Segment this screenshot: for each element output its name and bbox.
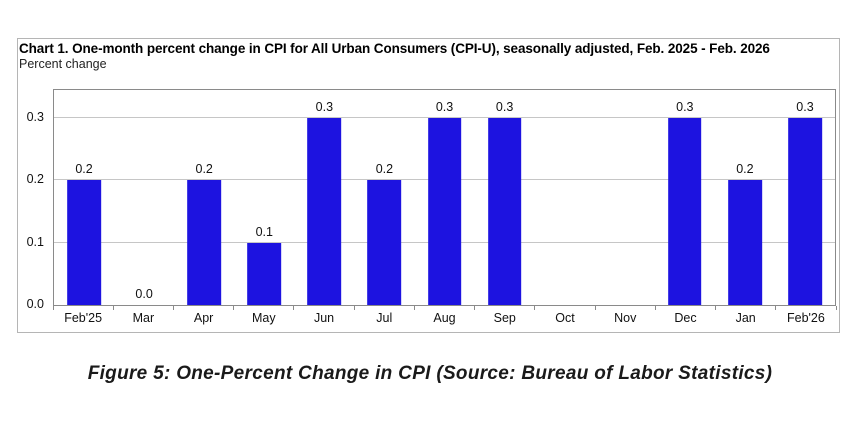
x-axis-tick-label: Jan (735, 311, 756, 325)
x-axis-tick-label: Jul (376, 311, 393, 325)
x-axis-tick-label: Sep (493, 311, 516, 325)
axis-tick (293, 306, 295, 310)
bar-value-label: 0.0 (135, 287, 153, 301)
bar-value-label: 0.3 (495, 100, 514, 115)
axis-tick (775, 306, 777, 310)
x-axis-tick-label: Feb'25 (64, 311, 103, 325)
bar-slot (535, 90, 595, 305)
bar-slot: 0.2 (354, 90, 414, 305)
bar (307, 118, 342, 305)
y-axis: 0.0 0.1 0.2 0.3 (14, 90, 48, 311)
x-axis-tick-label: Apr (193, 311, 214, 325)
x-axis-tick-label: Jun (313, 311, 335, 325)
x-axis: Feb'25 Mar Apr May Jun Jul Aug Sep Oct Nov Dec Jan F… (52, 306, 837, 332)
bar-slot: 0.3 (414, 90, 474, 305)
bar-slot: 0.1 (234, 90, 294, 305)
y-axis-tick-label: 0.0 (26, 297, 44, 311)
bar-slot: 0.3 (475, 90, 535, 305)
bar-value-label: 0.2 (195, 162, 213, 177)
bar-slot: 0.3 (655, 90, 715, 305)
bar-value-label: 0.3 (435, 100, 454, 115)
y-axis-tick-label: 0.2 (26, 172, 44, 187)
x-axis-tick-label: Feb'26 (787, 311, 825, 325)
axis-tick (112, 306, 114, 310)
y-axis-tick-label: 0.1 (26, 234, 44, 249)
bar (367, 180, 402, 305)
chart-title: Chart 1. One-month percent change in CPI… (19, 41, 770, 56)
bar (67, 180, 101, 305)
x-axis-tick-label: May (252, 311, 276, 325)
bar (247, 242, 282, 305)
axis-tick (534, 306, 536, 310)
bar-slot: 0.2 (715, 90, 775, 305)
bar-slot: 0.3 (775, 90, 835, 305)
bar-slot (595, 90, 655, 305)
x-labels: Feb'25 Mar Apr May Jun Jul Aug Sep Oct Nov Dec Jan F… (53, 306, 836, 332)
axis-tick (474, 306, 476, 310)
plot-area: 0.0 0.1 0.2 0.3 0.2 0.0 0.2 0.1 0.3 0.2 0.3 0.3 0.3… (27, 89, 836, 311)
bar-slot: 0.3 (294, 90, 354, 305)
cpi-chart: Chart 1. One-month percent change in CPI… (17, 38, 840, 333)
bar-slot: 0.2 (54, 90, 114, 305)
bar (728, 180, 762, 305)
x-axis-tick-label: Dec (674, 311, 697, 325)
axis-tick (594, 306, 596, 310)
bar (667, 118, 702, 305)
axis-tick (835, 306, 837, 310)
axis-tick (172, 306, 174, 310)
bars-row: 0.2 0.0 0.2 0.1 0.3 0.2 0.3 0.3 0.3 0.2 0.3 (54, 90, 835, 305)
bar-value-label: 0.1 (255, 224, 273, 239)
bar-slot: 0.2 (174, 90, 234, 305)
bar (487, 118, 522, 305)
axis-tick (353, 306, 355, 310)
axis-tick (654, 306, 656, 310)
figure-caption: Figure 5: One-Percent Change in CPI (Sou… (87, 363, 773, 384)
axis-tick (233, 306, 235, 310)
x-axis-tick-label: Aug (433, 311, 456, 325)
axis-tick (413, 306, 415, 310)
bar-slot: 0.0 (114, 90, 174, 305)
bar-value-label: 0.2 (375, 162, 394, 177)
bar-value-label: 0.3 (315, 100, 334, 115)
x-axis-tick-label: Oct (555, 311, 575, 325)
gridline (54, 117, 835, 119)
y-axis-tick-label: 0.3 (26, 110, 44, 125)
axis-tick (52, 306, 54, 310)
bar (788, 118, 822, 305)
chart-y-axis-title: Percent change (19, 57, 107, 71)
bar-value-label: 0.2 (736, 162, 754, 177)
x-axis-tick-label: Nov (614, 311, 637, 325)
x-axis-tick-label: Mar (132, 311, 155, 325)
bar-value-label: 0.3 (676, 100, 694, 115)
axis-tick (715, 306, 717, 310)
bar-value-label: 0.2 (75, 162, 93, 177)
bar (427, 118, 462, 305)
bar-value-label: 0.3 (796, 100, 814, 115)
bar (187, 180, 222, 305)
